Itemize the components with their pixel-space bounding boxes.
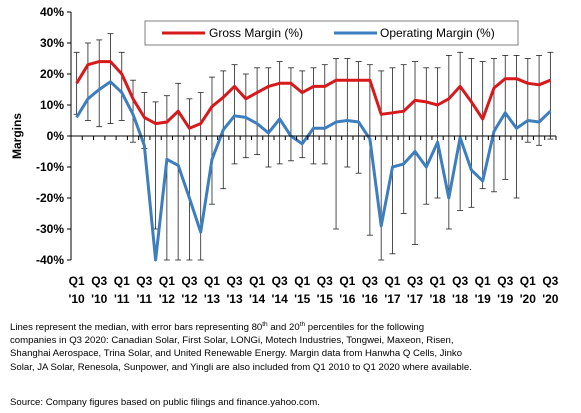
x-tick-label-quarter: Q1 — [114, 274, 130, 288]
x-tick-label-year: '19 — [475, 292, 492, 306]
x-tick-label-quarter: Q1 — [204, 274, 220, 288]
chart-footnote: Lines represent the median, with error b… — [10, 321, 570, 374]
x-tick-label-year: '13 — [226, 292, 243, 306]
y-tick-label: 40% — [40, 5, 64, 19]
x-tick-label-quarter: Q3 — [91, 274, 107, 288]
x-tick-label-year: '10 — [69, 292, 86, 306]
x-tick-label-year: '17 — [384, 292, 401, 306]
series-lines — [75, 60, 552, 262]
x-tick-label-year: '15 — [294, 292, 311, 306]
error-bars — [73, 33, 554, 261]
x-tick-label-quarter: Q1 — [339, 274, 355, 288]
x-tick-label-quarter: Q3 — [362, 274, 378, 288]
footnote-line-1: Lines represent the median, with error b… — [10, 320, 425, 333]
x-tick-label-year: '18 — [452, 292, 469, 306]
x-tick-label-quarter: Q1 — [430, 274, 446, 288]
x-tick-label-year: '15 — [317, 292, 334, 306]
y-tick-label: 20% — [40, 67, 64, 81]
x-tick-label-quarter: Q3 — [542, 274, 558, 288]
x-tick-label-quarter: Q3 — [317, 274, 333, 288]
x-tick-label-quarter: Q1 — [294, 274, 310, 288]
x-tick-label-quarter: Q3 — [272, 274, 288, 288]
x-tick-label-year: '10 — [91, 292, 108, 306]
y-axis: -40% -30% -20% -10% 0% 10% 20% 30% 40% — [36, 5, 72, 267]
footnote-line-2: companies in Q3 2020: Canadian Solar, Fi… — [10, 335, 454, 347]
x-tick-label-quarter: Q3 — [452, 274, 468, 288]
operating-margin-line — [75, 80, 552, 262]
x-tick-label-year: '14 — [249, 292, 266, 306]
x-tick-label-quarter: Q3 — [407, 274, 423, 288]
x-tick-label-quarter: Q1 — [69, 274, 85, 288]
x-tick-label-quarter: Q1 — [520, 274, 536, 288]
x-tick-label-year: '12 — [159, 292, 176, 306]
y-tick-label: -30% — [36, 222, 64, 236]
y-tick-label: -20% — [36, 191, 64, 205]
x-tick-label-year: '20 — [520, 292, 537, 306]
x-tick-label-quarter: Q1 — [159, 274, 175, 288]
x-tick-label-quarter: Q3 — [497, 274, 513, 288]
x-tick-label-quarter: Q3 — [227, 274, 243, 288]
legend-box — [144, 20, 519, 46]
x-tick-label-year: '13 — [204, 292, 221, 306]
legend-label-gross-margin: Gross Margin (%) — [209, 26, 303, 40]
y-tick-label: 10% — [40, 98, 64, 112]
x-tick-label-year: '20 — [542, 292, 559, 306]
gross-margin-line — [75, 60, 551, 130]
x-axis: Q1 '10 Q3 '10 Q1 '11 Q3 '11 Q1 '12 Q3 '12 Q1 '13 Q3 '13… — [69, 135, 559, 306]
footnote-line-4: Solar, JA Solar, Renesola, Sunpower, and… — [10, 361, 472, 373]
x-tick-label-year: '11 — [137, 292, 153, 306]
x-tick-label-year: '12 — [181, 292, 198, 306]
x-tick-label-year: '17 — [407, 292, 424, 306]
x-tick-label-year: '16 — [339, 292, 356, 306]
y-tick-label: 0% — [47, 129, 65, 143]
y-tick-label: -10% — [36, 160, 64, 174]
x-tick-label-year: '11 — [114, 292, 130, 306]
x-tick-label-quarter: Q1 — [384, 274, 400, 288]
margins-chart: -40% -30% -20% -10% 0% 10% 20% 30% 40% Q1 '10 Q3 '1… — [10, 5, 559, 306]
y-axis-label: Margins — [10, 113, 24, 159]
y-tick-label: 30% — [40, 36, 64, 50]
x-tick-label-quarter: Q1 — [249, 274, 265, 288]
x-tick-label-quarter: Q3 — [181, 274, 197, 288]
source-note: Source: Company figures based on public … — [10, 397, 320, 408]
x-tick-label-quarter: Q1 — [475, 274, 491, 288]
x-tick-label-year: '19 — [497, 292, 514, 306]
x-tick-label-year: '16 — [362, 292, 379, 306]
legend-label-operating-margin: Operating Margin (%) — [380, 26, 495, 40]
legend: Gross Margin (%) Operating Margin (%) — [144, 20, 519, 46]
x-tick-label-year: '18 — [429, 292, 446, 306]
x-tick-label-quarter: Q3 — [136, 274, 152, 288]
footnote-line-3: Shanghai Aerospace, Trina Solar, and Uni… — [10, 348, 463, 360]
x-tick-label-year: '14 — [272, 292, 289, 306]
y-tick-label: -40% — [36, 253, 64, 267]
